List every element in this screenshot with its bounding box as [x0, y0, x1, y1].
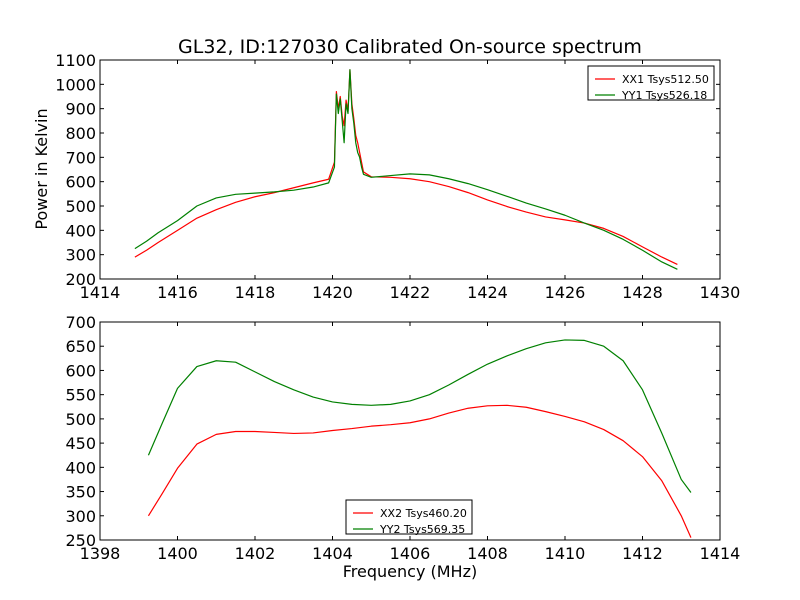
- y-tick-label: 200: [65, 270, 96, 289]
- x-tick-label: 1412: [622, 544, 663, 563]
- top-chart: GL32, ID:127030 Calibrated On-source spe…: [32, 36, 740, 302]
- series-line-yy2: [147, 339, 692, 493]
- y-tick-label: 900: [65, 100, 96, 119]
- y-tick-label: 550: [65, 386, 96, 405]
- y-tick-label: 300: [65, 507, 96, 526]
- legend: XX2 Tsys460.20 YY2 Tsys569.35: [345, 499, 473, 536]
- chart-title: GL32, ID:127030 Calibrated On-source spe…: [178, 36, 642, 58]
- x-tick-label: 1414: [700, 544, 741, 563]
- plot-area: 1398 1400 1402 1404 1406 1408 1410 1412 1414 250 3…: [65, 313, 740, 563]
- x-tick-label: 1430: [700, 283, 741, 302]
- plot-area: 1414 1416 1418 1420 1422 1424 1426 1428 1430 200 3…: [55, 51, 740, 302]
- y-tick-label: 350: [65, 483, 96, 502]
- x-tick-label: 1422: [390, 283, 431, 302]
- legend-entry-label: YY1 Tsys526.18: [621, 89, 707, 102]
- y-tick-label: 1100: [55, 51, 96, 70]
- x-tick-label: 1400: [157, 544, 198, 563]
- y-tick-label: 700: [65, 313, 96, 332]
- y-tick-label: 650: [65, 337, 96, 356]
- legend-box: [587, 65, 715, 101]
- x-tick-label: 1398: [80, 544, 121, 563]
- legend-box: [345, 499, 473, 535]
- x-tick-label: 1406: [390, 544, 431, 563]
- legend: XX1 Tsys512.50 YY1 Tsys526.18: [587, 65, 715, 102]
- y-axis-label: Power in Kelvin: [32, 108, 51, 229]
- y-tick-label: 250: [65, 531, 96, 550]
- y-tick-label: 400: [65, 458, 96, 477]
- series-line-xx2: [147, 404, 692, 538]
- x-tick-label: 1404: [312, 544, 353, 563]
- x-tick-label: 1402: [235, 544, 276, 563]
- x-tick-label: 1416: [157, 283, 198, 302]
- legend-entry-label: XX2 Tsys460.20: [380, 507, 467, 520]
- legend-entry-label: XX1 Tsys512.50: [622, 73, 709, 86]
- y-tick-label: 500: [65, 197, 96, 216]
- x-tick-label: 1418: [235, 283, 276, 302]
- x-tick-label: 1426: [545, 283, 586, 302]
- y-tick-label: 700: [65, 148, 96, 167]
- x-tick-label: 1414: [80, 283, 121, 302]
- x-tick-label: 1410: [545, 544, 586, 563]
- x-tick-label: 1428: [622, 283, 663, 302]
- y-tick-label: 300: [65, 246, 96, 265]
- series-line-xx1: [134, 69, 678, 265]
- bottom-chart: Frequency (MHz) 1398 1400 1402 1404 1406 1408…: [65, 313, 740, 581]
- y-tick-label: 1000: [55, 75, 96, 94]
- y-tick-label: 500: [65, 410, 96, 429]
- x-axis-label: Frequency (MHz): [343, 562, 477, 581]
- y-tick-label: 800: [65, 124, 96, 143]
- x-tick-label: 1408: [467, 544, 508, 563]
- y-tick-label: 600: [65, 173, 96, 192]
- x-tick-label: 1424: [467, 283, 508, 302]
- y-tick-label: 400: [65, 221, 96, 240]
- series-line-yy1: [134, 69, 678, 270]
- y-tick-label: 450: [65, 434, 96, 453]
- x-tick-label: 1420: [312, 283, 353, 302]
- legend-entry-label: YY2 Tsys569.35: [379, 523, 465, 536]
- y-tick-label: 600: [65, 361, 96, 380]
